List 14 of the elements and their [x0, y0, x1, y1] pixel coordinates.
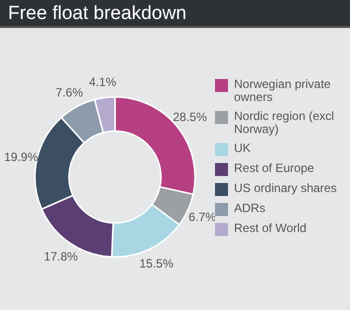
data-label: 4.1%: [89, 74, 117, 89]
legend-label: UK: [234, 141, 251, 155]
legend-label: Norwegian private owners: [234, 77, 332, 104]
legend-label: ADRs: [234, 201, 266, 215]
data-label: 17.8%: [44, 249, 78, 264]
legend-label: Nordic region (excl Norway): [234, 109, 336, 136]
data-label: 28.5%: [172, 110, 208, 124]
chart-title: Free float breakdown: [0, 0, 350, 28]
legend-label: Rest of World: [234, 221, 306, 235]
legend-label: US ordinary shares: [234, 181, 337, 195]
legend-label: Rest of Europe: [234, 161, 314, 175]
data-label: 19.9%: [4, 150, 38, 164]
data-label: 15.5%: [139, 256, 174, 271]
data-label: 7.6%: [56, 86, 84, 100]
